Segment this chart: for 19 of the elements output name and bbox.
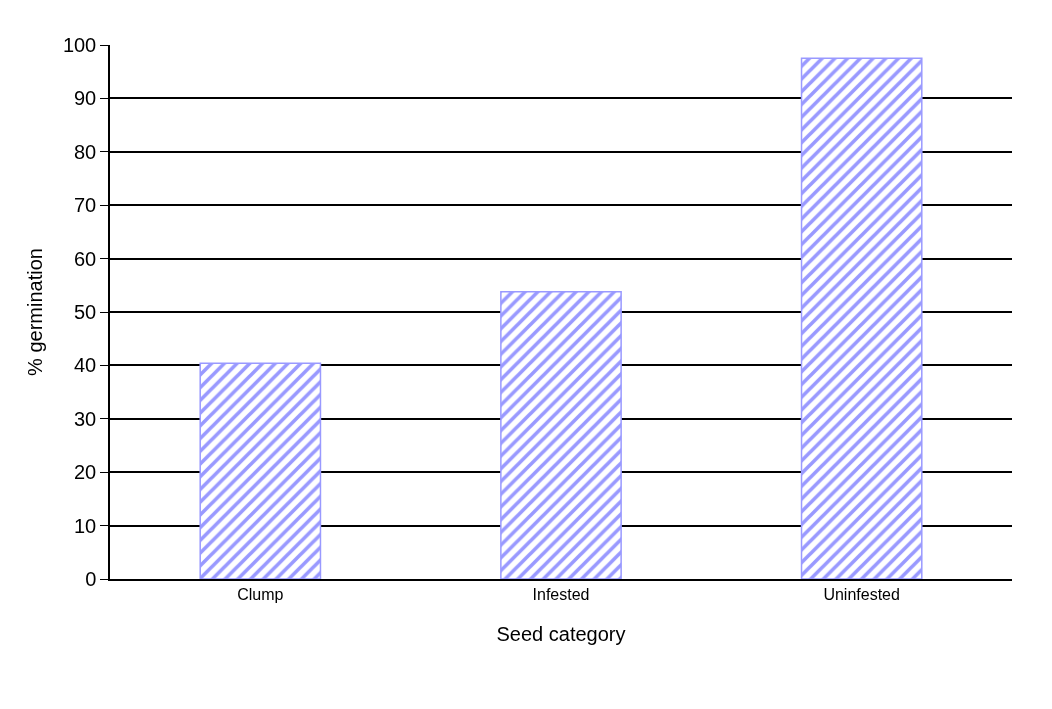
y-tick-label: 60	[74, 247, 97, 270]
y-tick-label: 50	[74, 301, 97, 323]
x-tick-label: Infested	[532, 585, 590, 603]
bar	[199, 362, 322, 579]
y-tick-label: 0	[85, 568, 97, 590]
y-tick-label: 90	[74, 87, 97, 110]
y-tick-label: 10	[74, 514, 97, 537]
y-tick-label: 20	[74, 461, 97, 484]
x-tick-label: Uninfested	[823, 585, 900, 603]
y-axis-title: % germination	[23, 248, 46, 376]
y-tick-label: 30	[74, 407, 97, 430]
x-tick-label: Clump	[237, 585, 284, 603]
y-tick-label: 100	[62, 34, 97, 56]
y-tick-label: 80	[74, 140, 97, 163]
bar	[800, 57, 923, 579]
y-tick-label: 70	[74, 194, 97, 217]
y-tick-label: 40	[74, 354, 97, 377]
x-axis-title: Seed category	[496, 622, 626, 645]
bar	[500, 290, 622, 579]
